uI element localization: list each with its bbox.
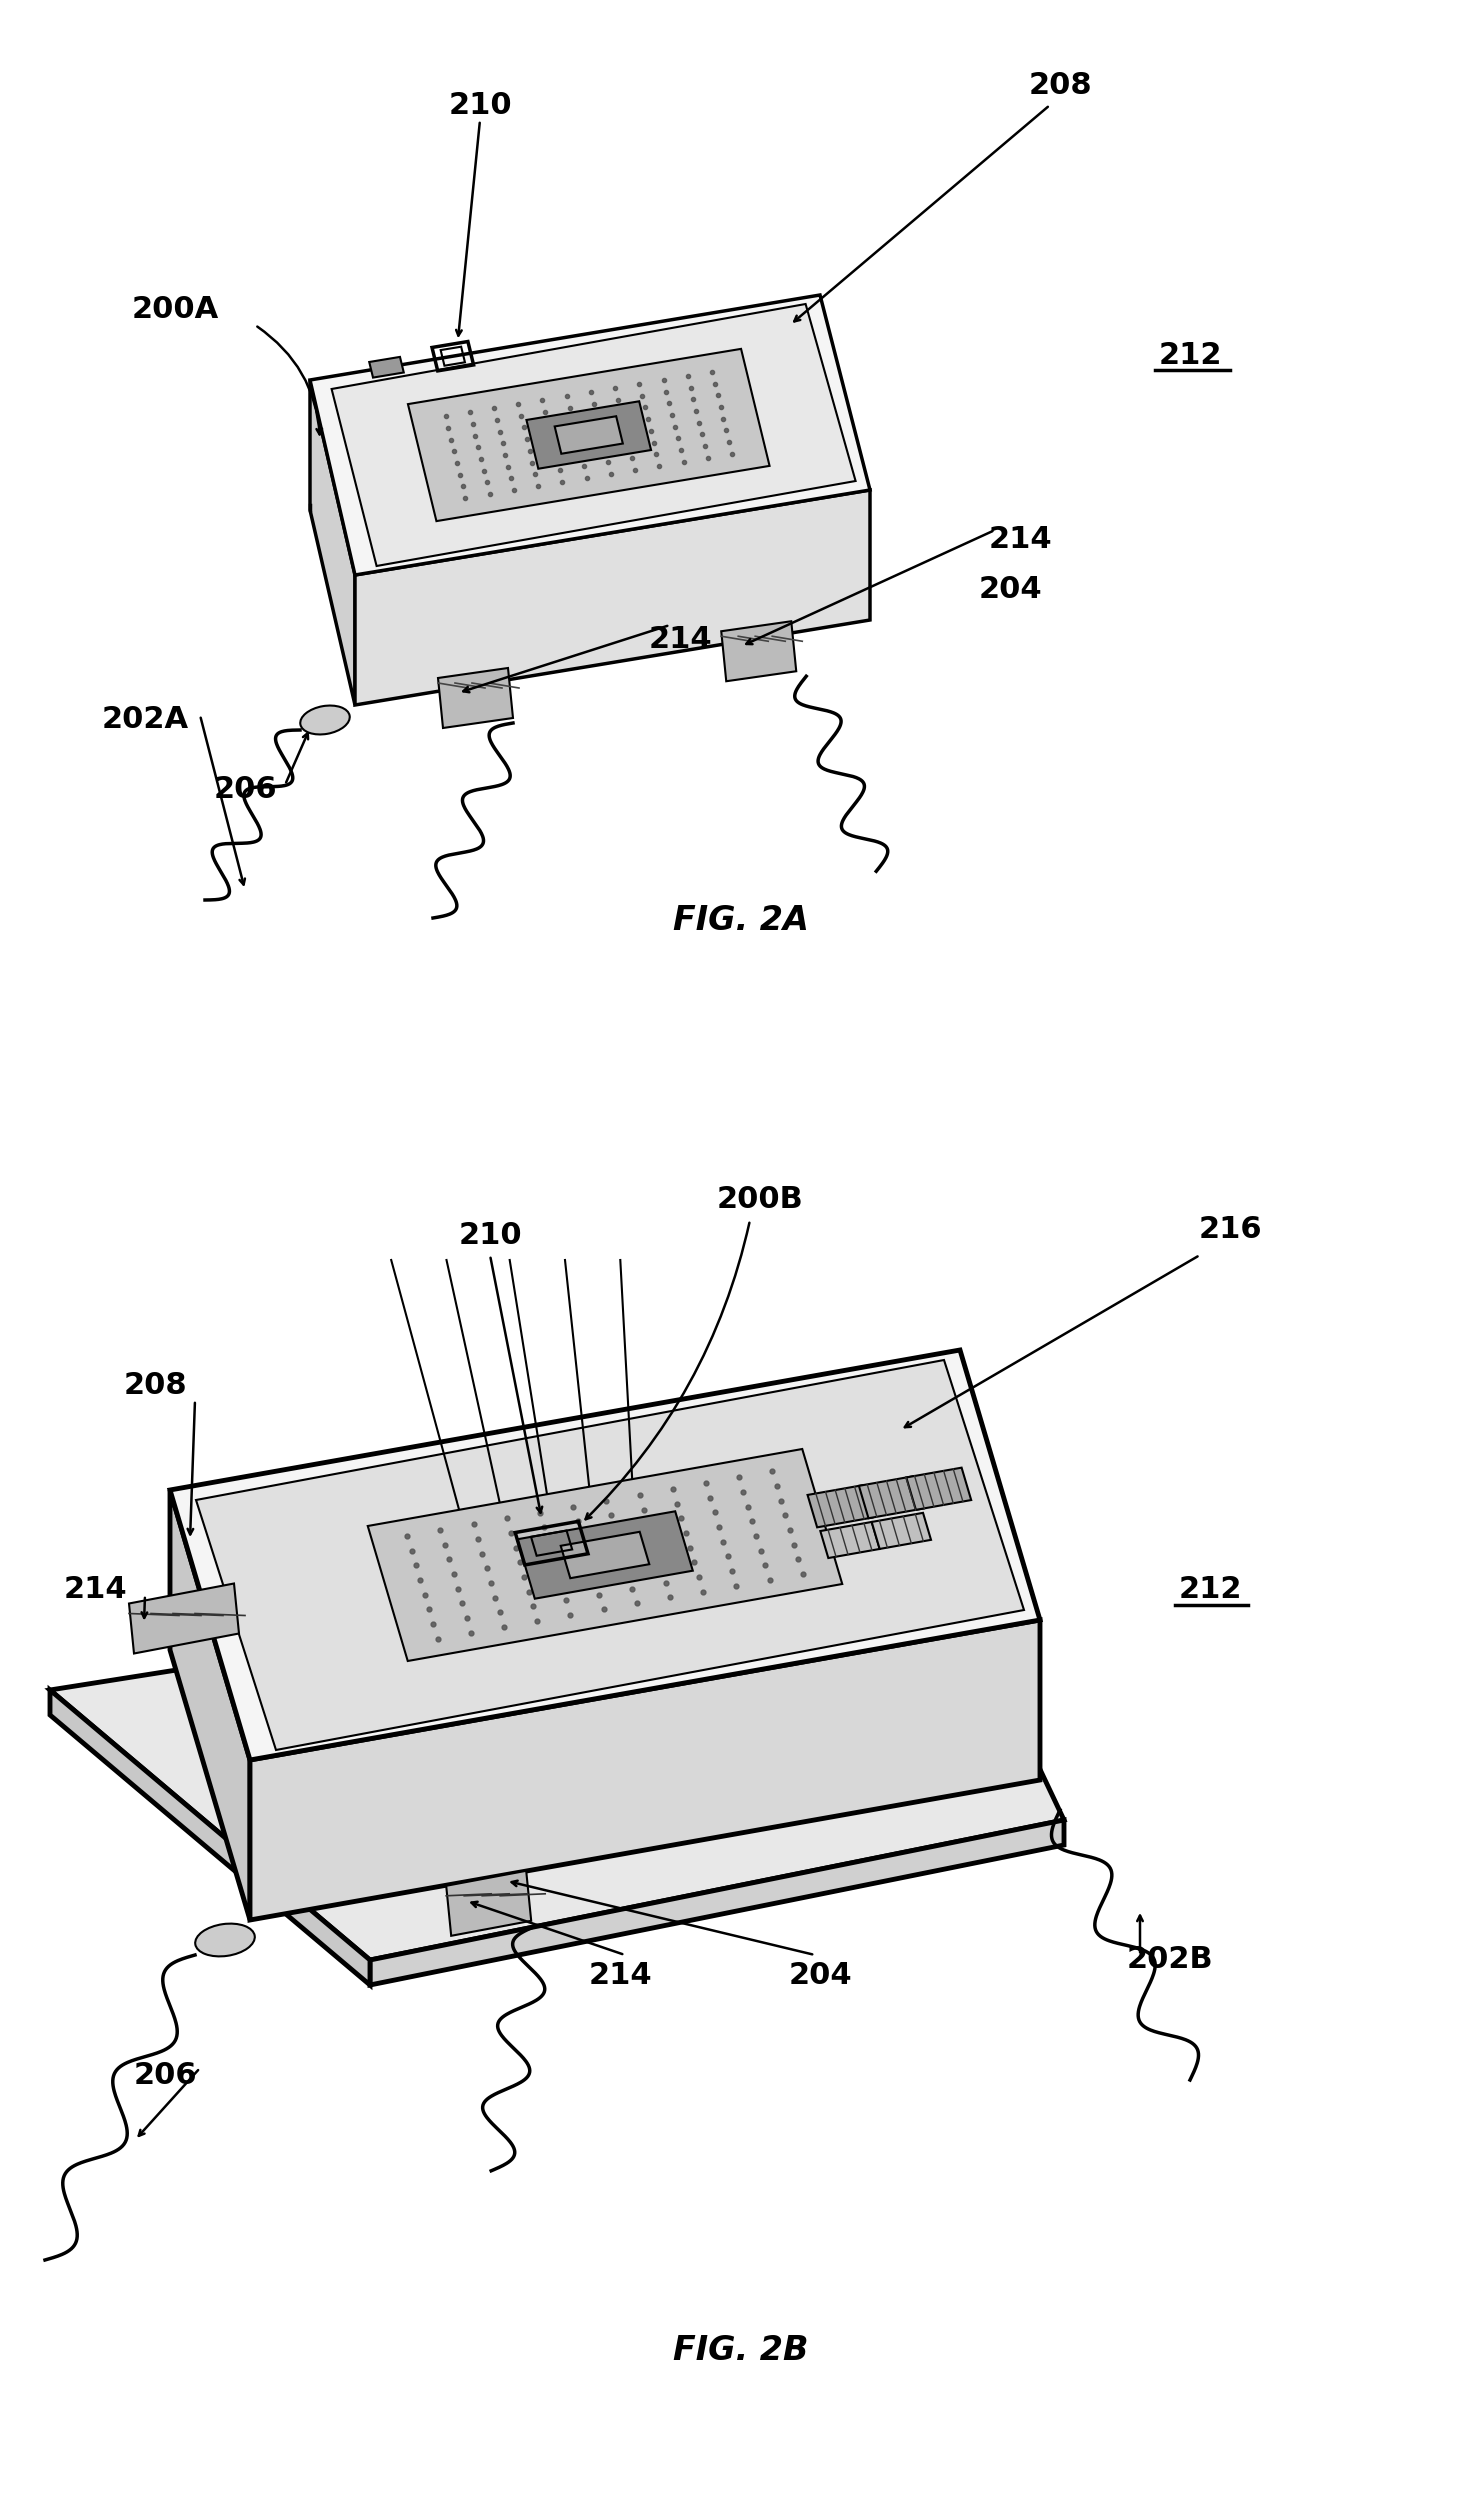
Text: 200A: 200A (132, 295, 219, 325)
Polygon shape (722, 621, 796, 681)
Polygon shape (356, 491, 870, 706)
Text: 216: 216 (1197, 1216, 1261, 1244)
Text: 214: 214 (988, 526, 1052, 556)
Polygon shape (50, 1690, 370, 1985)
Polygon shape (170, 1489, 250, 1920)
Polygon shape (250, 1619, 1040, 1920)
Polygon shape (860, 1477, 923, 1519)
Text: 214: 214 (64, 1574, 127, 1604)
Text: 204: 204 (788, 1960, 852, 1990)
Polygon shape (560, 1532, 649, 1579)
Text: 206: 206 (133, 2060, 197, 2090)
Polygon shape (526, 400, 651, 468)
Polygon shape (50, 1549, 1064, 1960)
Text: 206: 206 (213, 776, 277, 803)
Text: 204: 204 (978, 576, 1042, 606)
Text: 214: 214 (648, 626, 711, 653)
Polygon shape (408, 348, 769, 521)
Text: 214: 214 (588, 1960, 652, 1990)
Text: 212: 212 (1178, 1574, 1242, 1604)
Polygon shape (196, 1359, 1024, 1750)
Polygon shape (310, 380, 356, 706)
Polygon shape (446, 1870, 531, 1935)
Polygon shape (332, 303, 855, 566)
Polygon shape (517, 1512, 692, 1599)
Polygon shape (808, 1484, 873, 1527)
Text: 210: 210 (458, 1221, 522, 1249)
Text: 202B: 202B (1126, 1945, 1214, 1975)
Polygon shape (370, 1820, 1064, 1985)
Text: 208: 208 (1029, 70, 1092, 100)
Text: 212: 212 (1159, 340, 1221, 370)
Polygon shape (907, 1467, 971, 1509)
Polygon shape (871, 1512, 931, 1549)
Ellipse shape (301, 706, 350, 733)
Polygon shape (439, 668, 513, 728)
Text: 202A: 202A (101, 706, 188, 733)
Polygon shape (310, 295, 870, 576)
Polygon shape (369, 358, 403, 378)
Polygon shape (821, 1522, 880, 1557)
Text: FIG. 2B: FIG. 2B (673, 2333, 809, 2365)
Polygon shape (129, 1584, 239, 1654)
Text: 208: 208 (123, 1372, 187, 1399)
Text: 200B: 200B (717, 1186, 803, 1214)
Polygon shape (170, 1349, 1040, 1760)
Text: FIG. 2A: FIG. 2A (673, 904, 809, 936)
Ellipse shape (196, 1925, 255, 1957)
Polygon shape (368, 1449, 842, 1662)
Polygon shape (554, 415, 622, 453)
Text: 210: 210 (448, 90, 511, 120)
